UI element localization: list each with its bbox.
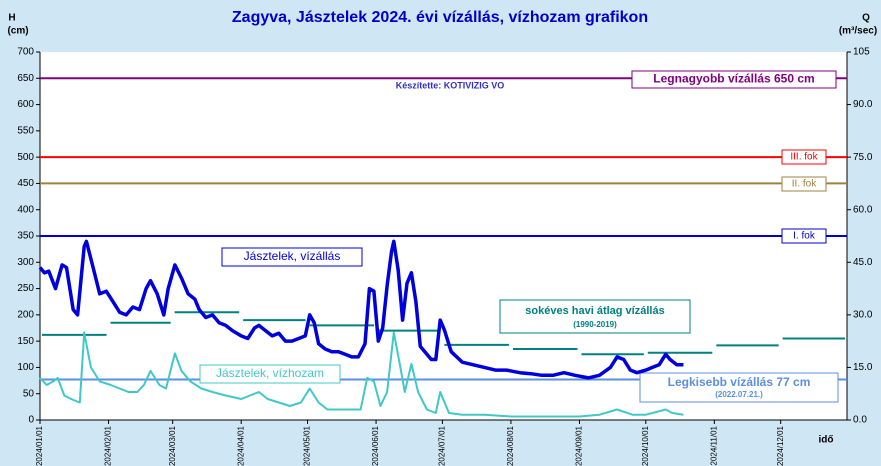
series-line [38,239,684,380]
y2-tick-label: 90.0 [853,99,873,110]
reference-label: III. fok [790,152,818,163]
y-axis-unit: (cm) [7,26,28,37]
reference-label-box [781,228,827,244]
x-tick-label: 2024/01/01 [35,425,44,466]
reference-label: I. fok [793,231,816,242]
series-label-box [221,247,363,267]
y-tick-label: 500 [17,152,34,163]
reference-label: Legnagyobb vízállás 650 cm [653,72,814,86]
x-tick-label: 2024/03/01 [168,425,177,466]
y2-tick-label: 60.0 [853,204,873,215]
y-tick-label: 600 [17,99,34,110]
x-tick-label: 2024/09/01 [575,425,584,466]
y2-tick-label: 75.0 [853,152,873,163]
x-tick-label: 2024/08/01 [506,425,515,466]
y-tick-label: 700 [17,47,34,58]
x-tick-label: 2024/06/01 [371,425,380,466]
y2-tick-label: 15.0 [853,362,873,373]
x-tick-label: 2024/12/01 [776,425,785,466]
average-label-box [499,299,691,334]
average-period: (1990-2019) [573,320,617,329]
legend-label: Jásztelek, vízhozam [216,366,324,380]
reference-label: Legkisebb vízállás 77 cm [668,375,811,389]
x-axis-label: idő [819,435,834,446]
y-tick-label: 400 [17,204,34,215]
reference-label-box [639,372,839,403]
x-tick-label: 2024/04/01 [236,425,245,466]
y-tick-label: 650 [17,73,34,84]
y2-tick-label: 30.0 [853,309,873,320]
y2-axis-unit: (m³/sec) [839,26,877,37]
y-tick-label: 450 [17,178,34,189]
x-tick-label: 2024/07/01 [438,425,447,466]
y-tick-label: 300 [17,257,34,268]
y-tick-label: 250 [17,283,34,294]
average-label: sokéves havi átlag vízállás [525,305,664,317]
legend-label: Jásztelek, vízállás [244,249,341,263]
x-tick-label: 2024/11/01 [709,425,718,465]
reference-label-box [781,176,827,192]
x-tick-label: 2024/02/01 [104,425,113,466]
y-tick-label: 200 [17,309,34,320]
y-tick-label: 100 [17,362,34,373]
series-label-box [199,364,341,384]
reference-label: II. fok [792,179,817,190]
chart-title: Zagyva, Jásztelek 2024. évi vízállás, ví… [232,9,648,26]
y2-tick-label: 0.0 [853,415,867,426]
y2-tick-label: 105 [853,47,870,58]
y-tick-label: 350 [17,231,34,242]
x-tick-label: 2024/10/01 [641,425,650,466]
y-tick-label: 0 [28,415,34,426]
y-axis-label: H [8,13,15,24]
y2-axis-label: Q [862,13,870,24]
y-tick-label: 50 [23,388,35,399]
y2-tick-label: 45.0 [853,257,873,268]
reference-label-box [631,70,837,89]
reference-sublabel: (2022.07.21.) [715,390,763,399]
y-tick-label: 150 [17,336,34,347]
y-tick-label: 550 [17,125,34,136]
series-line [39,331,684,418]
credit: Készítette: KOTIVIZIG VO [396,80,505,90]
reference-label-box [781,149,827,165]
x-tick-label: 2024/05/01 [303,425,312,466]
